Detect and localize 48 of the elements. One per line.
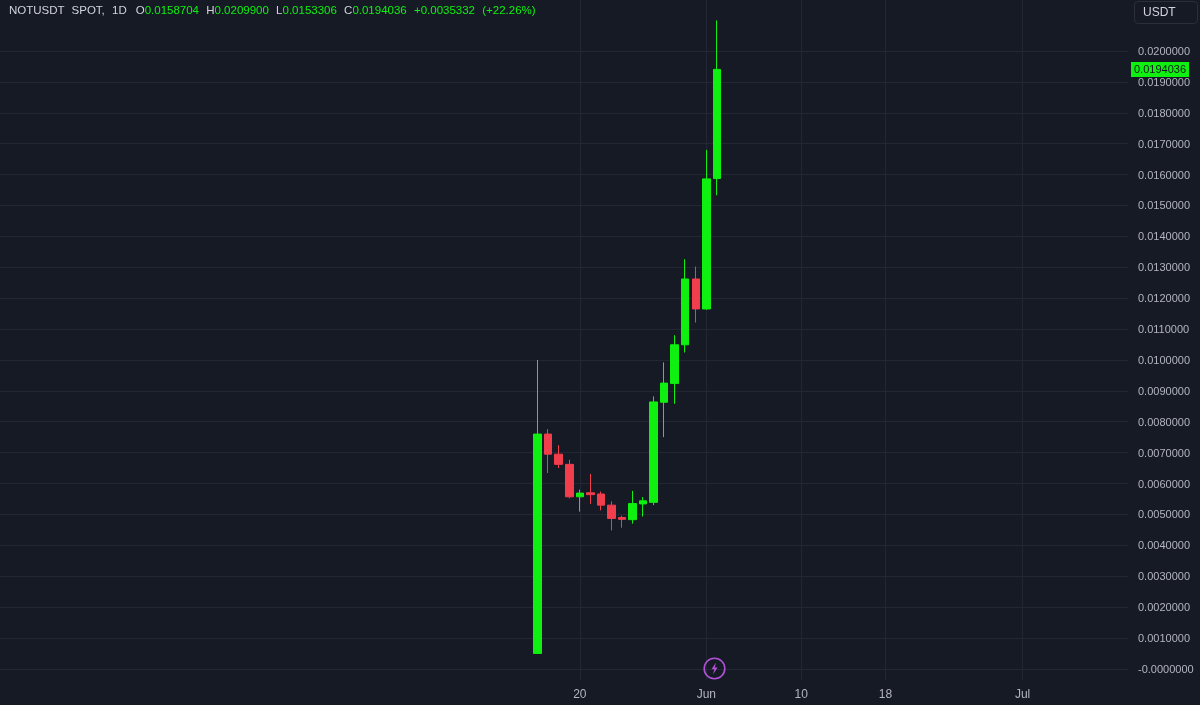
candlestick [702,149,711,311]
candlestick [607,500,616,531]
candlestick [554,444,563,469]
candlestick [533,359,542,654]
candlestick [681,258,689,354]
y-tick-label: 0.0110000 [1138,323,1190,336]
candlestick [586,473,595,505]
y-tick-label: 0.0160000 [1138,168,1190,181]
y-tick-label: 0.0030000 [1138,570,1190,583]
candlestick [628,490,637,525]
y-tick-label: 0.0190000 [1138,75,1190,88]
chart-title: NOTUSDT SPOT, 1D [9,4,127,16]
y-tick-label: 0.0140000 [1138,230,1190,243]
y-tick-label: 0.0020000 [1138,601,1190,614]
y-tick-label: 0.0130000 [1138,261,1190,274]
candlestick [639,496,647,518]
y-tick-label: 0.0090000 [1138,384,1190,397]
x-tick-label: Jun [696,687,716,701]
y-tick-label: 0.0050000 [1138,508,1190,521]
x-tick-label: 18 [878,687,893,701]
candlestick [576,489,584,513]
candlestick [692,266,700,324]
y-tick-label: 0.0150000 [1138,199,1190,212]
y-tick-label: 0.0100000 [1138,353,1190,366]
candlestick [565,459,574,499]
candlestick [649,395,658,506]
candlestick [670,334,679,405]
y-tick-label: 0.0170000 [1138,137,1190,150]
y-tick-label: 0.0060000 [1138,477,1190,490]
y-tick-label: 0.0200000 [1138,44,1190,57]
y-tick-label: 0.0070000 [1138,446,1190,459]
y-tick-label: 0.0180000 [1138,106,1190,119]
x-tick-label: Jul [1014,687,1031,701]
candlestick [660,361,668,438]
y-tick-label: 0.0120000 [1138,292,1190,305]
candlestick [544,428,552,474]
text: 0.0194036 [1131,61,1189,77]
y-tick-label: 0.0040000 [1138,539,1190,552]
y-axis-title: USDT [1134,1,1198,24]
candlestick [713,19,721,196]
x-tick-label: 10 [794,687,809,701]
chart-subtitle: O0.0158704 H0.0209900 L0.0153306 C0.0194036 +0.0035332 (+22.26%) [135,4,536,16]
y-tick-label: 0.0010000 [1138,631,1190,644]
y-tick-label: 0.0080000 [1138,415,1190,428]
candlestick [597,491,605,511]
x-tick-label: 20 [573,687,587,701]
y-tick-label: -0.0000000 [1138,662,1194,675]
candlestick [618,515,626,529]
